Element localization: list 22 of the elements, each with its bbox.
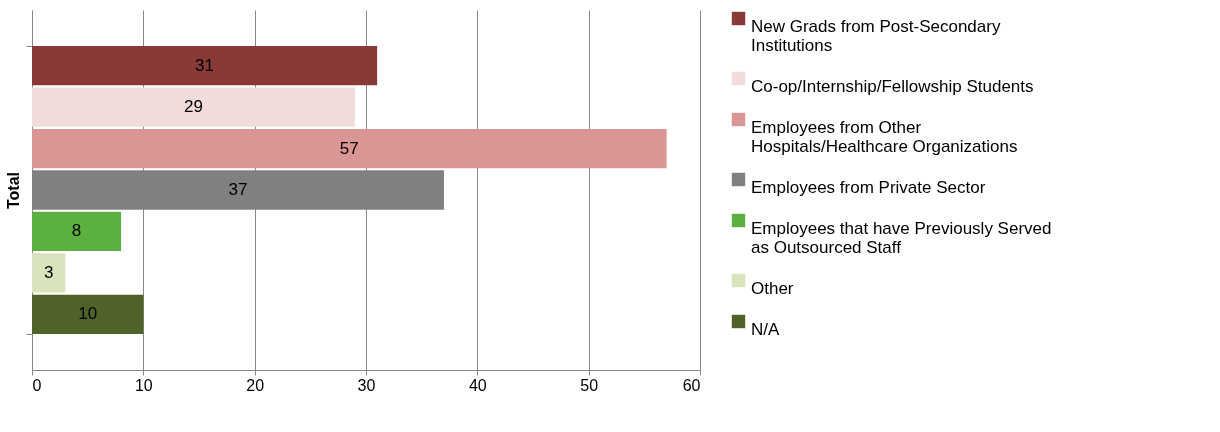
x-tick-label: 60: [682, 376, 701, 394]
data-label: 10: [78, 304, 98, 324]
data-label: 57: [339, 138, 359, 158]
x-tick-label: 50: [580, 376, 599, 394]
legend-label: Employees that have Previously Served as Outsourced Staff: [751, 218, 1052, 257]
legend-label: Co-op/Internship/Fellowship Students: [751, 76, 1034, 96]
data-label: 8: [71, 221, 82, 241]
data-label: 31: [195, 55, 215, 75]
legend-label: Other: [751, 278, 794, 298]
legend-label: Employees from Other Hospitals/Healthcare Organizations: [751, 117, 1018, 156]
x-tick-label: 20: [246, 376, 265, 394]
legend-label: N/A: [751, 319, 780, 339]
x-tick-label: 10: [134, 376, 153, 394]
x-tick-label: 40: [468, 376, 487, 394]
data-label: 37: [228, 180, 248, 199]
data-label: 3: [43, 262, 54, 282]
x-tick-label: 0: [32, 376, 42, 394]
data-label: 29: [183, 97, 203, 117]
legend-label: New Grads from Post-Secondary Institutions: [751, 16, 1001, 55]
legend-label: Employees from Private Sector: [751, 177, 986, 197]
x-tick-label: 30: [357, 376, 376, 394]
y-axis-title: Total: [5, 171, 22, 210]
